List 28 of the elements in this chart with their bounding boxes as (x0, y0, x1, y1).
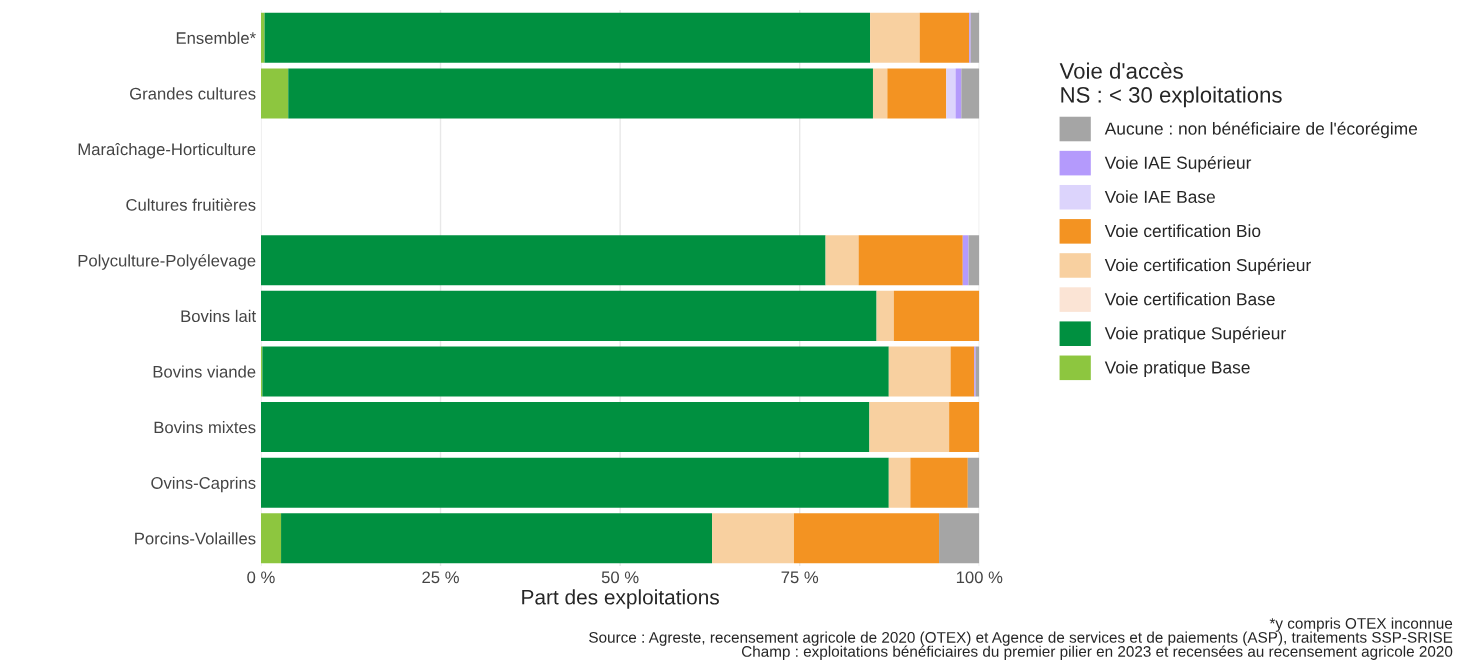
text: *y compris OTEX inconnue (1269, 617, 1453, 632)
y-tick-label: Maraîchage-Horticulture (78, 142, 256, 159)
y-tick-label: Bovins mixtes (154, 421, 256, 434)
legend-label: Aucune : non bénéficiaire de l'écorégime (1104, 121, 1418, 139)
x-tick-label: 50 % (601, 571, 639, 584)
x-tick-label: 100 % (956, 571, 1003, 584)
y-tick-label: Cultures fruitières (126, 198, 256, 211)
text: Champ : exploitations bénéficiaires du premier pilier en 2023 et recensées au recensement agricole 2020 (741, 645, 1453, 660)
x-tick-label: 0 % (247, 571, 275, 584)
y-tick-label: Grandes cultures (130, 87, 256, 100)
legend-label: Voie pratique Supérieur (1104, 326, 1286, 343)
x-tick-label: 25 % (422, 571, 459, 584)
legend-label: Voie IAE Base (1104, 190, 1215, 204)
legend-label: Voie IAE Supérieur (1104, 155, 1252, 173)
legend-label: Voie pratique Base (1104, 360, 1250, 378)
y-tick-label: Bovins viande (153, 365, 256, 378)
source-note: Source : Agreste, recensement agricole de 2020 (OTEX) et Agence de services et de paiements (ASP), traitements SSP-SRISE (589, 631, 1453, 646)
y-tick-label: Polyculture-Polyélevage (78, 254, 256, 270)
legend-title: Voie d'accès NS : < 30 exploitations (1059, 62, 1282, 108)
legend-label: Voie certification Bio (1104, 224, 1261, 238)
y-tick-label: Bovins lait (181, 309, 256, 323)
y-tick-label: Porcins-Volailles (135, 532, 256, 545)
y-tick-label: Ovins-Caprins (151, 476, 256, 493)
x-tick-label: 75 % (781, 571, 819, 584)
legend-label: Voie certification Base (1104, 292, 1275, 306)
x-axis-title: Part des exploitations (522, 589, 719, 609)
y-tick-label: Ensemble* (176, 31, 256, 44)
legend-label: Voie certification Supérieur (1104, 258, 1311, 275)
